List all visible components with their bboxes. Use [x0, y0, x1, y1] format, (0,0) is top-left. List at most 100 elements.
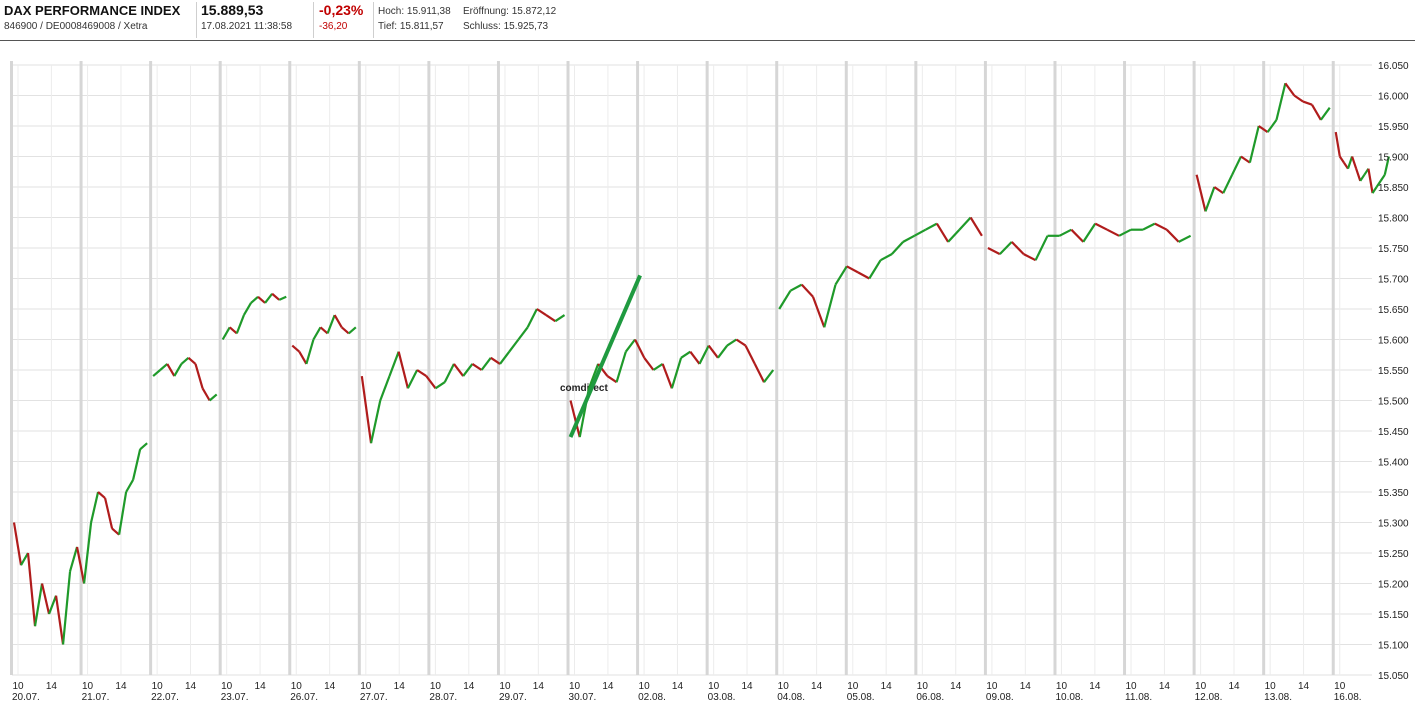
price-segment-down	[606, 375, 618, 384]
day-separator	[1331, 61, 1335, 675]
y-tick-label: 15.050	[1378, 671, 1409, 682]
price-segment-down	[744, 345, 756, 365]
day-separator	[1053, 61, 1057, 675]
price-segment-up	[763, 369, 775, 383]
y-tick-label: 16.000	[1378, 92, 1409, 103]
x-date-label: 22.07.	[151, 692, 179, 703]
x-hour-label: 10	[12, 681, 24, 692]
day-separators	[10, 61, 1335, 675]
price-block: 15.889,53 17.08.2021 11:38:58	[201, 0, 311, 40]
x-hour-label: 10	[1265, 681, 1277, 692]
price-segment-down	[111, 527, 120, 536]
chart-grid	[10, 61, 1372, 676]
price-segment-up	[208, 393, 218, 402]
y-tick-label: 15.550	[1378, 366, 1409, 377]
price-segment-up	[1379, 174, 1386, 182]
x-date-label: 05.08.	[847, 692, 875, 703]
price-segment-up	[1058, 228, 1072, 237]
price-segment-up	[250, 295, 259, 304]
price-segment-up	[48, 595, 58, 615]
price-segment-down	[97, 491, 106, 499]
x-hour-label: 14	[811, 681, 823, 692]
price-segment-up	[264, 293, 274, 304]
y-tick-label: 15.850	[1378, 183, 1409, 194]
price-segment-up	[1082, 222, 1097, 243]
price-segment-down	[1284, 82, 1296, 97]
x-hour-label: 10	[778, 681, 790, 692]
price-segment-down	[166, 363, 176, 377]
price-segment-up	[913, 228, 927, 237]
price-segment-up	[717, 344, 729, 359]
x-hour-label: 10	[708, 681, 720, 692]
header-divider	[373, 2, 374, 38]
x-hour-label: 14	[255, 681, 267, 692]
y-tick-label: 15.150	[1378, 610, 1409, 621]
x-hour-label: 10	[986, 681, 998, 692]
price-segment-up	[1248, 125, 1260, 163]
x-hour-label: 14	[533, 681, 545, 692]
price-segment-up	[221, 326, 231, 341]
price-segment-up	[726, 338, 737, 347]
x-date-label: 30.07.	[569, 692, 597, 703]
price-segment-up	[1118, 228, 1132, 237]
price-segment-up	[789, 283, 803, 292]
price-segment-down	[661, 363, 673, 389]
y-tick-label: 15.650	[1378, 305, 1409, 316]
price-segment-down	[634, 339, 646, 359]
price-segment-down	[1154, 222, 1168, 231]
stat-hoch-label: Hoch:	[378, 6, 405, 17]
day-separator	[218, 61, 222, 675]
y-tick-label: 15.300	[1378, 519, 1409, 530]
price-chart[interactable]: comdirect 15.050 15.100 15.150 15.200 15.250…	[0, 41, 1415, 704]
price-segment-up	[1034, 235, 1049, 261]
price-segment-down	[1010, 241, 1025, 255]
day-separator	[496, 61, 500, 675]
price-segment-up	[68, 546, 79, 572]
price-segment-up	[82, 522, 93, 584]
x-hour-label: 14	[324, 681, 336, 692]
x-date-label: 29.07.	[499, 692, 527, 703]
price-segment-up	[312, 326, 322, 341]
price-segment-down	[26, 552, 37, 627]
price-segment-up	[670, 357, 683, 389]
stat-eroeffnung-label: Eröffnung:	[463, 6, 509, 17]
price-segment-down	[333, 314, 343, 328]
price-segment-up	[999, 241, 1013, 255]
day-separator	[566, 61, 570, 675]
price-segment-down	[643, 357, 655, 371]
stat-tief-label: Tief:	[378, 21, 398, 32]
price-segment-up	[132, 449, 142, 481]
price-segment-down	[1293, 94, 1304, 103]
price-segment-up	[499, 351, 511, 365]
price-segment-up	[326, 314, 336, 334]
x-date-label: 20.07.	[12, 692, 40, 703]
x-hour-label: 14	[46, 681, 58, 692]
price-segment-up	[652, 362, 664, 371]
price-segment-up	[61, 571, 72, 645]
day-separator	[1192, 61, 1196, 675]
price-segment-down	[545, 314, 556, 323]
price-segment-up	[278, 295, 287, 301]
y-tick-label: 15.600	[1378, 336, 1409, 347]
price-segment-up	[508, 338, 520, 353]
stat-hoch-value: 15.911,38	[406, 6, 451, 17]
day-separator	[79, 61, 83, 675]
price-segment-up	[242, 302, 252, 316]
price-segment-up	[554, 314, 566, 323]
price-segment-down	[1023, 253, 1037, 262]
price-segment-up	[587, 363, 600, 389]
price-segment-down	[453, 363, 465, 377]
y-tick-label: 15.400	[1378, 458, 1409, 469]
x-date-label: 04.08.	[777, 692, 805, 703]
x-hour-label: 10	[917, 681, 929, 692]
price-segment-up	[33, 583, 44, 627]
price-segment-down	[12, 522, 23, 566]
day-separator	[149, 61, 153, 675]
price-segment-down	[1334, 131, 1341, 157]
x-hour-label: 14	[394, 681, 406, 692]
y-tick-label: 15.250	[1378, 549, 1409, 560]
price-segment-down	[187, 356, 197, 365]
x-date-label: 02.08.	[638, 692, 666, 703]
price-segment-up	[902, 234, 915, 243]
x-date-label: 16.08.	[1334, 692, 1362, 703]
